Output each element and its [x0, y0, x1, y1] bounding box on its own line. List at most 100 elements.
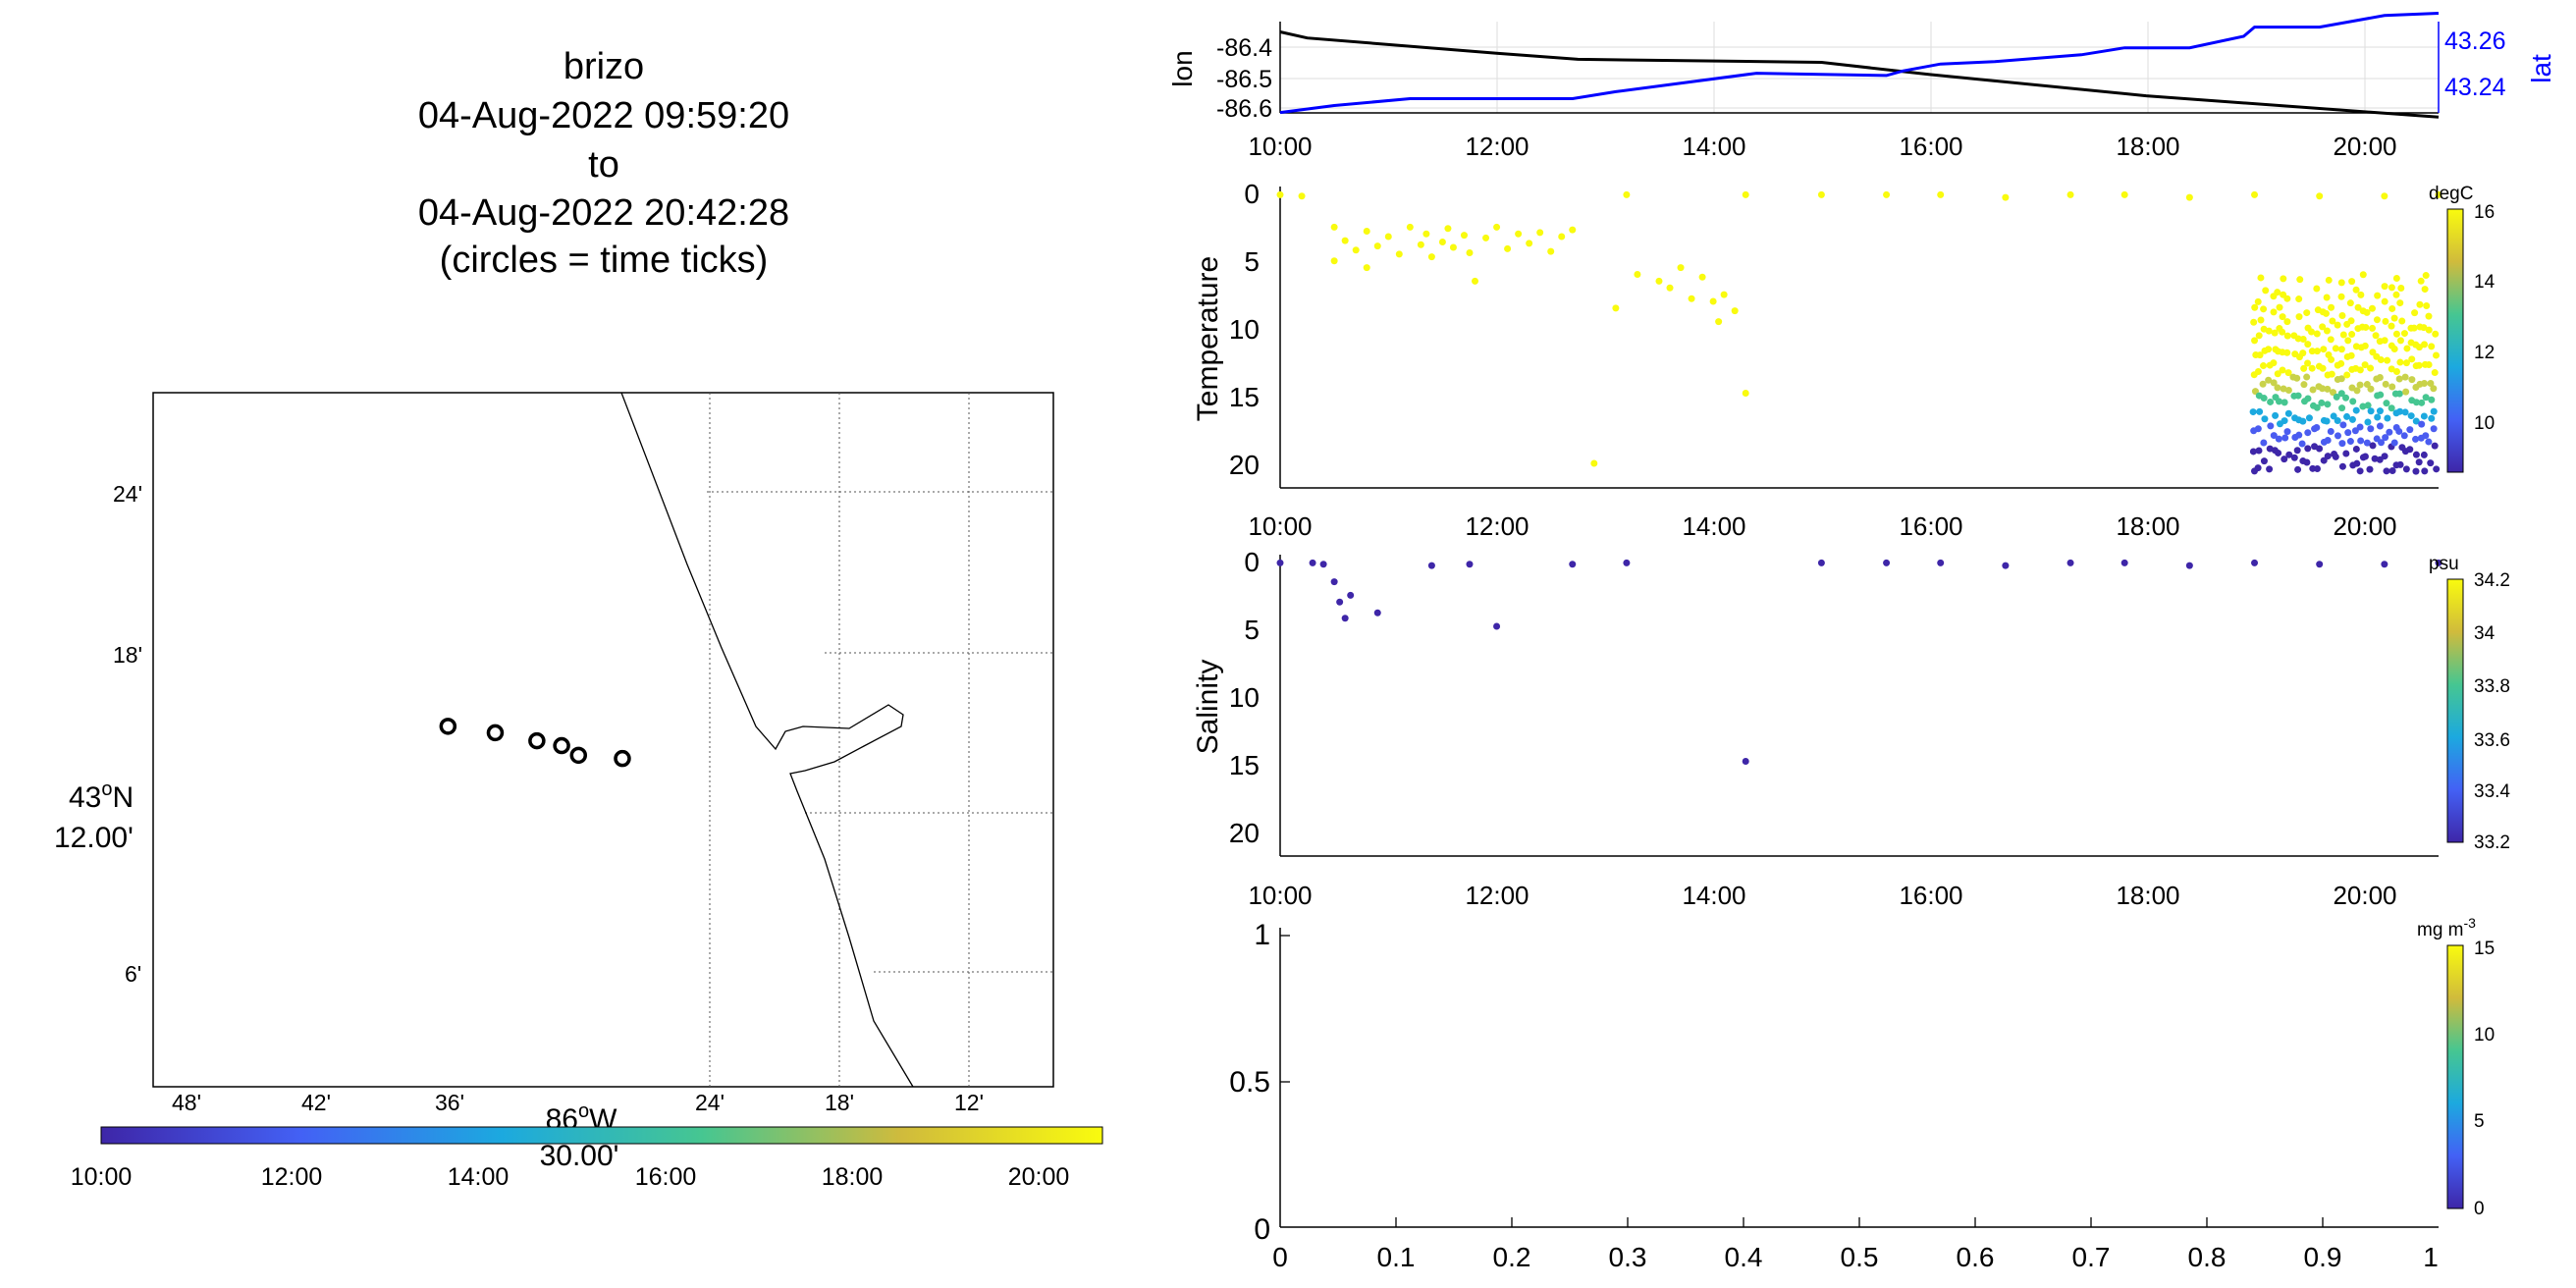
- temperature-point: [1466, 249, 1474, 256]
- temperature-point: [2353, 459, 2361, 467]
- temperature-point: [2386, 428, 2393, 436]
- temperature-point: [2392, 330, 2400, 338]
- temperature-point: [2352, 406, 2360, 414]
- salinity-colorbar-unit: psu: [2429, 554, 2459, 574]
- temperature-point: [2285, 451, 2293, 458]
- temperature-point: [2357, 437, 2365, 445]
- lon-label: 24': [695, 1090, 724, 1115]
- temperature-point: [2367, 407, 2375, 415]
- temperature-point: [2281, 434, 2289, 442]
- temperature-point: [2185, 193, 2193, 201]
- time-tick-circle: [553, 736, 570, 755]
- temperature-point: [2324, 401, 2332, 408]
- temperature-point: [2383, 400, 2390, 407]
- time-colorbar-labels: 10:00 12:00 14:00 16:00 18:00 20:00: [71, 1163, 1070, 1191]
- title-line-2: 04-Aug-2022 09:59:20: [418, 95, 789, 136]
- temperature-point: [2330, 412, 2337, 420]
- temperature-point: [2382, 380, 2389, 388]
- chlorophyll-colorbar-labels: 15 10 5 0: [2474, 939, 2495, 1219]
- tick-label: 43.26: [2444, 27, 2506, 55]
- temperature-point: [2303, 458, 2311, 466]
- temperature-point: [2275, 449, 2282, 456]
- temperature-point: [2299, 417, 2307, 425]
- temperature-point: [1817, 190, 1825, 198]
- temperature-point: [2308, 348, 2316, 355]
- colorbar-label: 16:00: [635, 1163, 697, 1191]
- temperature-point: [2348, 331, 2356, 339]
- tick-label: 0.8: [2188, 1242, 2227, 1272]
- temperature-point: [1742, 190, 1749, 198]
- lonlat-panel: -86.4 -86.5 -86.6 43.26 43.24 lon lat 10…: [1167, 12, 2556, 161]
- temperature-point: [2412, 417, 2420, 425]
- temperature-point: [2401, 373, 2409, 381]
- temperature-point: [2420, 412, 2428, 420]
- salinity-colorbar-labels: 34.2 34 33.8 33.6 33.4 33.2: [2474, 570, 2510, 853]
- salinity-point: [1336, 598, 1344, 606]
- temperature-point: [2002, 193, 2010, 201]
- temperature-point: [2354, 303, 2362, 311]
- lat-tick-labels: 43.26 43.24: [2444, 27, 2506, 101]
- temperature-point: [2329, 317, 2336, 325]
- temperature-point: [2337, 346, 2345, 353]
- temperature-point: [2359, 271, 2367, 279]
- temperature-point: [2361, 453, 2369, 460]
- temperature-point: [2265, 376, 2273, 384]
- tick-label: 10:00: [1248, 132, 1312, 161]
- colorbar-label: 10:00: [71, 1163, 133, 1191]
- tick-label: 20:00: [2333, 132, 2396, 161]
- temperature-point: [2298, 440, 2306, 448]
- chlorophyll-y-tick-labels: 1 0.5 0: [1229, 919, 1270, 1246]
- tick-label: 15: [1229, 750, 1260, 780]
- temperature-point: [2279, 313, 2286, 321]
- temperature-point: [2356, 381, 2364, 389]
- temperature-point: [1883, 190, 1891, 198]
- temperature-point: [2396, 460, 2404, 468]
- temperature-point: [2337, 375, 2345, 383]
- temperature-point: [1298, 192, 1306, 200]
- tick-label: 15: [1229, 382, 1260, 412]
- salinity-point: [2185, 562, 2193, 569]
- temperature-point: [2344, 429, 2352, 437]
- temperature-point: [2294, 392, 2302, 400]
- temperature-point: [2066, 190, 2074, 198]
- time-tick-circle: [569, 746, 588, 765]
- temperature-point: [1460, 232, 1468, 240]
- temperature-point: [2384, 414, 2391, 422]
- temperature-point: [2374, 292, 2382, 299]
- temperature-point: [2390, 345, 2398, 352]
- temperature-point: [2403, 345, 2411, 352]
- temperature-point: [2396, 299, 2404, 307]
- tick-label: 43.24: [2444, 74, 2506, 101]
- temperature-point: [2308, 364, 2316, 372]
- temperature-point: [2304, 445, 2312, 453]
- lon-tick-labels: -86.4 -86.5 -86.6: [1216, 34, 1272, 123]
- temperature-point: [2384, 356, 2391, 364]
- temperature-point: [2428, 343, 2436, 350]
- temperature-point: [2318, 399, 2326, 406]
- temperature-point: [2366, 465, 2374, 473]
- temperature-point: [2422, 272, 2430, 280]
- temperature-point: [1427, 253, 1435, 261]
- temperature-point: [2421, 467, 2429, 475]
- temperature-point: [2423, 302, 2431, 310]
- salinity-point: [1817, 559, 1825, 566]
- temperature-point: [2260, 395, 2268, 402]
- temperature-point: [2364, 402, 2372, 409]
- tick-label: 0: [1272, 1242, 1288, 1272]
- temperature-point: [2261, 415, 2269, 423]
- temperature-point: [1612, 304, 1620, 312]
- temperature-point: [2392, 274, 2400, 282]
- temperature-point: [2412, 399, 2420, 406]
- temperature-point: [2338, 404, 2346, 412]
- temperature-colorbar: [2446, 208, 2464, 473]
- chlorophyll-colorbar: [2446, 944, 2464, 1209]
- temperature-point: [2316, 445, 2324, 453]
- temperature-point: [2284, 369, 2292, 377]
- temperature-point: [2390, 439, 2398, 447]
- temperature-point: [2353, 387, 2361, 395]
- time-tick-circle: [528, 731, 546, 750]
- temperature-panel: 0 5 10 15 20 Temperature 10:00 12:00 14:…: [1192, 179, 2496, 541]
- temperature-point: [2256, 407, 2264, 415]
- temperature-point: [2313, 348, 2321, 355]
- temperature-point: [2259, 380, 2267, 388]
